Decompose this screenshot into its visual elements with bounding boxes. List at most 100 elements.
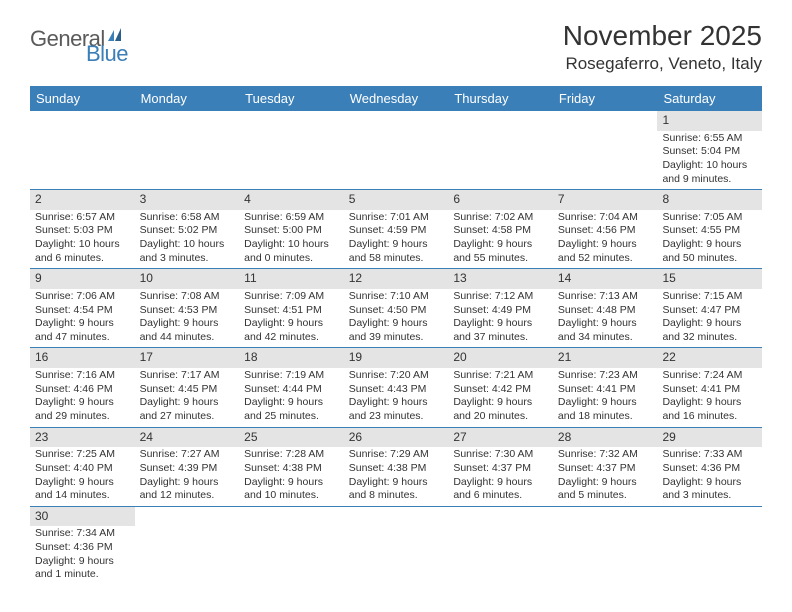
day-line: Sunrise: 7:02 AM	[453, 211, 548, 225]
day-body: Sunrise: 7:04 AMSunset: 4:56 PMDaylight:…	[553, 210, 658, 269]
day-body: Sunrise: 7:34 AMSunset: 4:36 PMDaylight:…	[30, 526, 135, 585]
day-cell: 3Sunrise: 6:58 AMSunset: 5:02 PMDaylight…	[135, 190, 240, 268]
day-line: Daylight: 9 hours	[662, 476, 757, 490]
day-line: Sunrise: 6:59 AM	[244, 211, 339, 225]
week-row: 9Sunrise: 7:06 AMSunset: 4:54 PMDaylight…	[30, 269, 762, 348]
day-line: and 14 minutes.	[35, 489, 130, 503]
day-line: Sunrise: 7:30 AM	[453, 448, 548, 462]
day-line: Sunset: 4:54 PM	[35, 304, 130, 318]
day-cell: 27Sunrise: 7:30 AMSunset: 4:37 PMDayligh…	[448, 428, 553, 506]
calendar: Sunday Monday Tuesday Wednesday Thursday…	[30, 86, 762, 585]
day-line: Sunset: 4:48 PM	[558, 304, 653, 318]
day-line: and 3 minutes.	[140, 252, 235, 266]
day-cell	[135, 507, 240, 585]
day-line: Sunrise: 7:19 AM	[244, 369, 339, 383]
day-line: Daylight: 9 hours	[140, 396, 235, 410]
day-line: Sunrise: 7:23 AM	[558, 369, 653, 383]
day-line: Sunset: 4:47 PM	[662, 304, 757, 318]
day-line: Daylight: 9 hours	[662, 317, 757, 331]
day-line: Sunrise: 6:57 AM	[35, 211, 130, 225]
day-cell	[344, 507, 449, 585]
day-line: Sunset: 4:37 PM	[558, 462, 653, 476]
weekday-header: Sunday	[30, 86, 135, 111]
day-cell	[553, 507, 658, 585]
day-line: and 3 minutes.	[662, 489, 757, 503]
day-body: Sunrise: 7:12 AMSunset: 4:49 PMDaylight:…	[448, 289, 553, 348]
day-line: and 34 minutes.	[558, 331, 653, 345]
day-line: Daylight: 9 hours	[349, 317, 444, 331]
day-line: Sunrise: 7:12 AM	[453, 290, 548, 304]
day-line: Daylight: 9 hours	[244, 396, 339, 410]
day-line: Sunrise: 7:08 AM	[140, 290, 235, 304]
day-line: and 6 minutes.	[453, 489, 548, 503]
day-line: Sunset: 4:56 PM	[558, 224, 653, 238]
day-line: Daylight: 9 hours	[453, 476, 548, 490]
day-line: Daylight: 9 hours	[558, 317, 653, 331]
day-line: and 0 minutes.	[244, 252, 339, 266]
week-row: 1Sunrise: 6:55 AMSunset: 5:04 PMDaylight…	[30, 111, 762, 190]
day-number: 18	[239, 348, 344, 368]
day-line: Sunrise: 7:29 AM	[349, 448, 444, 462]
day-line: Sunset: 4:45 PM	[140, 383, 235, 397]
day-line: Sunrise: 7:05 AM	[662, 211, 757, 225]
day-body: Sunrise: 7:28 AMSunset: 4:38 PMDaylight:…	[239, 447, 344, 506]
day-body: Sunrise: 7:19 AMSunset: 4:44 PMDaylight:…	[239, 368, 344, 427]
day-body: Sunrise: 7:24 AMSunset: 4:41 PMDaylight:…	[657, 368, 762, 427]
day-line: Sunrise: 7:06 AM	[35, 290, 130, 304]
day-line: and 27 minutes.	[140, 410, 235, 424]
day-line: Sunset: 5:03 PM	[35, 224, 130, 238]
day-cell: 28Sunrise: 7:32 AMSunset: 4:37 PMDayligh…	[553, 428, 658, 506]
day-cell: 4Sunrise: 6:59 AMSunset: 5:00 PMDaylight…	[239, 190, 344, 268]
day-line: Daylight: 9 hours	[35, 555, 130, 569]
day-line: Daylight: 10 hours	[140, 238, 235, 252]
day-body: Sunrise: 7:06 AMSunset: 4:54 PMDaylight:…	[30, 289, 135, 348]
day-line: and 47 minutes.	[35, 331, 130, 345]
day-cell: 25Sunrise: 7:28 AMSunset: 4:38 PMDayligh…	[239, 428, 344, 506]
day-number: 6	[448, 190, 553, 210]
day-line: Sunrise: 7:21 AM	[453, 369, 548, 383]
day-line: and 39 minutes.	[349, 331, 444, 345]
day-line: Sunset: 5:04 PM	[662, 145, 757, 159]
day-line: Sunrise: 6:58 AM	[140, 211, 235, 225]
day-cell	[30, 111, 135, 189]
day-cell: 29Sunrise: 7:33 AMSunset: 4:36 PMDayligh…	[657, 428, 762, 506]
day-cell: 18Sunrise: 7:19 AMSunset: 4:44 PMDayligh…	[239, 348, 344, 426]
day-cell	[448, 111, 553, 189]
day-line: Daylight: 9 hours	[662, 238, 757, 252]
day-line: Sunset: 4:46 PM	[35, 383, 130, 397]
day-number: 10	[135, 269, 240, 289]
day-line: Sunset: 4:41 PM	[662, 383, 757, 397]
day-line: Sunrise: 7:01 AM	[349, 211, 444, 225]
day-cell: 19Sunrise: 7:20 AMSunset: 4:43 PMDayligh…	[344, 348, 449, 426]
day-line: Sunrise: 7:13 AM	[558, 290, 653, 304]
week-row: 23Sunrise: 7:25 AMSunset: 4:40 PMDayligh…	[30, 428, 762, 507]
day-line: Sunrise: 7:28 AM	[244, 448, 339, 462]
week-row: 2Sunrise: 6:57 AMSunset: 5:03 PMDaylight…	[30, 190, 762, 269]
day-number: 9	[30, 269, 135, 289]
day-body: Sunrise: 7:29 AMSunset: 4:38 PMDaylight:…	[344, 447, 449, 506]
day-line: Daylight: 9 hours	[35, 476, 130, 490]
day-line: and 50 minutes.	[662, 252, 757, 266]
weekday-header: Saturday	[657, 86, 762, 111]
day-body: Sunrise: 7:08 AMSunset: 4:53 PMDaylight:…	[135, 289, 240, 348]
day-line: Daylight: 9 hours	[558, 476, 653, 490]
day-body: Sunrise: 7:27 AMSunset: 4:39 PMDaylight:…	[135, 447, 240, 506]
day-line: Sunrise: 7:24 AM	[662, 369, 757, 383]
day-cell: 9Sunrise: 7:06 AMSunset: 4:54 PMDaylight…	[30, 269, 135, 347]
day-line: and 12 minutes.	[140, 489, 235, 503]
day-line: Sunrise: 7:25 AM	[35, 448, 130, 462]
day-line: Daylight: 9 hours	[244, 317, 339, 331]
day-body: Sunrise: 7:02 AMSunset: 4:58 PMDaylight:…	[448, 210, 553, 269]
logo: GeneralBlue	[30, 26, 127, 52]
day-line: and 6 minutes.	[35, 252, 130, 266]
day-body: Sunrise: 7:15 AMSunset: 4:47 PMDaylight:…	[657, 289, 762, 348]
day-body: Sunrise: 7:23 AMSunset: 4:41 PMDaylight:…	[553, 368, 658, 427]
day-line: Daylight: 9 hours	[140, 476, 235, 490]
day-line: Daylight: 9 hours	[35, 317, 130, 331]
day-number: 4	[239, 190, 344, 210]
day-number: 22	[657, 348, 762, 368]
weekday-header: Thursday	[448, 86, 553, 111]
day-line: and 1 minute.	[35, 568, 130, 582]
day-line: Sunrise: 7:10 AM	[349, 290, 444, 304]
day-line: and 10 minutes.	[244, 489, 339, 503]
